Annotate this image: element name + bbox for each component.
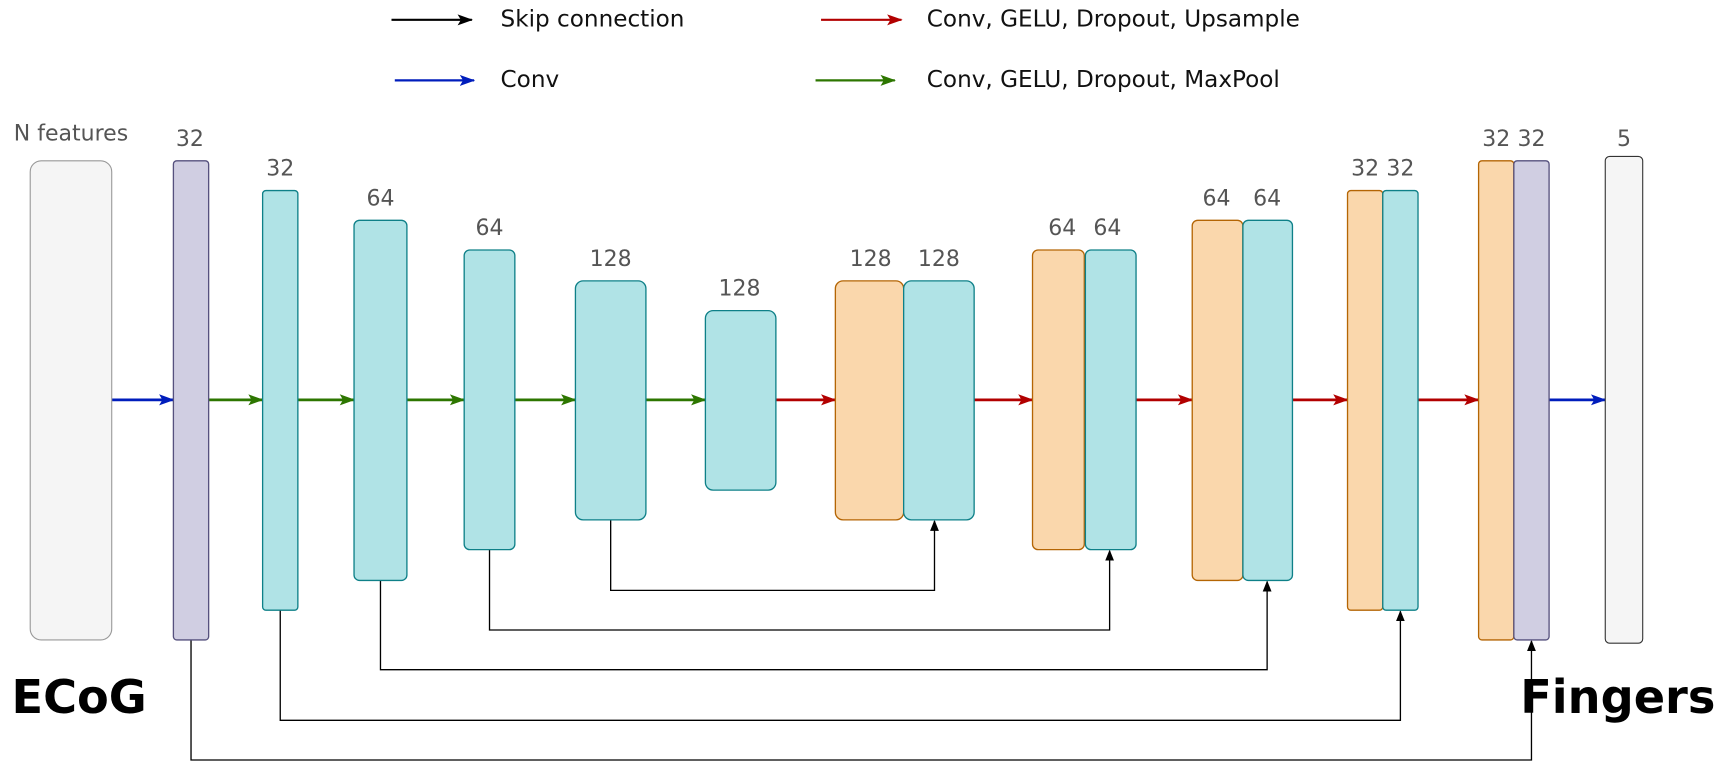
skip-connection xyxy=(279,610,1405,721)
block-label: 64 xyxy=(1093,216,1121,241)
block xyxy=(172,160,210,641)
block xyxy=(1477,160,1515,641)
block-label: 32 xyxy=(176,127,204,152)
block xyxy=(574,280,647,521)
block xyxy=(1084,249,1137,551)
block-label: 128 xyxy=(850,247,892,272)
block-label: 64 xyxy=(476,216,504,241)
block xyxy=(902,280,975,521)
block-label: 64 xyxy=(1048,216,1076,241)
block xyxy=(463,249,516,551)
output-block xyxy=(1604,155,1644,644)
block-label: 32 xyxy=(1351,157,1379,182)
block-labels: N features 32 32 64 64 128 128 128 128 6… xyxy=(14,121,1631,301)
block-label: 64 xyxy=(1253,186,1281,211)
block-label: 32 xyxy=(1517,127,1545,152)
block-label: 64 xyxy=(366,186,394,211)
legend-label: Conv, GELU, Dropout, MaxPool xyxy=(927,67,1280,93)
legend-label: Conv, GELU, Dropout, Upsample xyxy=(927,6,1300,32)
block xyxy=(1031,249,1085,551)
legend-label: Conv xyxy=(501,67,560,93)
legend: Skip connection Conv, GELU, Dropout, Ups… xyxy=(391,6,1300,93)
output-caption: Fingers xyxy=(1520,670,1715,724)
block xyxy=(1513,160,1550,641)
block-label: 128 xyxy=(590,247,632,272)
skip-connections xyxy=(190,519,1536,761)
block xyxy=(353,219,408,582)
skip-connection xyxy=(379,580,1272,671)
blocks xyxy=(29,155,1644,644)
block xyxy=(704,309,777,491)
legend-label: Skip connection xyxy=(501,6,685,32)
skip-connection xyxy=(488,549,1115,631)
block-label: 128 xyxy=(918,247,960,272)
block-label: 32 xyxy=(1482,127,1510,152)
block-label: 32 xyxy=(1386,157,1414,182)
output-label: 5 xyxy=(1617,127,1631,152)
block xyxy=(261,189,299,611)
input-label: N features xyxy=(14,121,128,146)
block xyxy=(1191,219,1244,582)
block-label: 32 xyxy=(266,157,294,182)
block xyxy=(1382,189,1419,611)
block-label: 128 xyxy=(719,277,761,302)
skip-connection xyxy=(190,639,1536,761)
skip-connection xyxy=(610,519,939,592)
input-caption: ECoG xyxy=(11,670,146,724)
block xyxy=(834,280,905,521)
block xyxy=(1346,189,1384,611)
block-label: 64 xyxy=(1202,186,1230,211)
block xyxy=(1242,219,1294,582)
input-block xyxy=(29,160,113,641)
